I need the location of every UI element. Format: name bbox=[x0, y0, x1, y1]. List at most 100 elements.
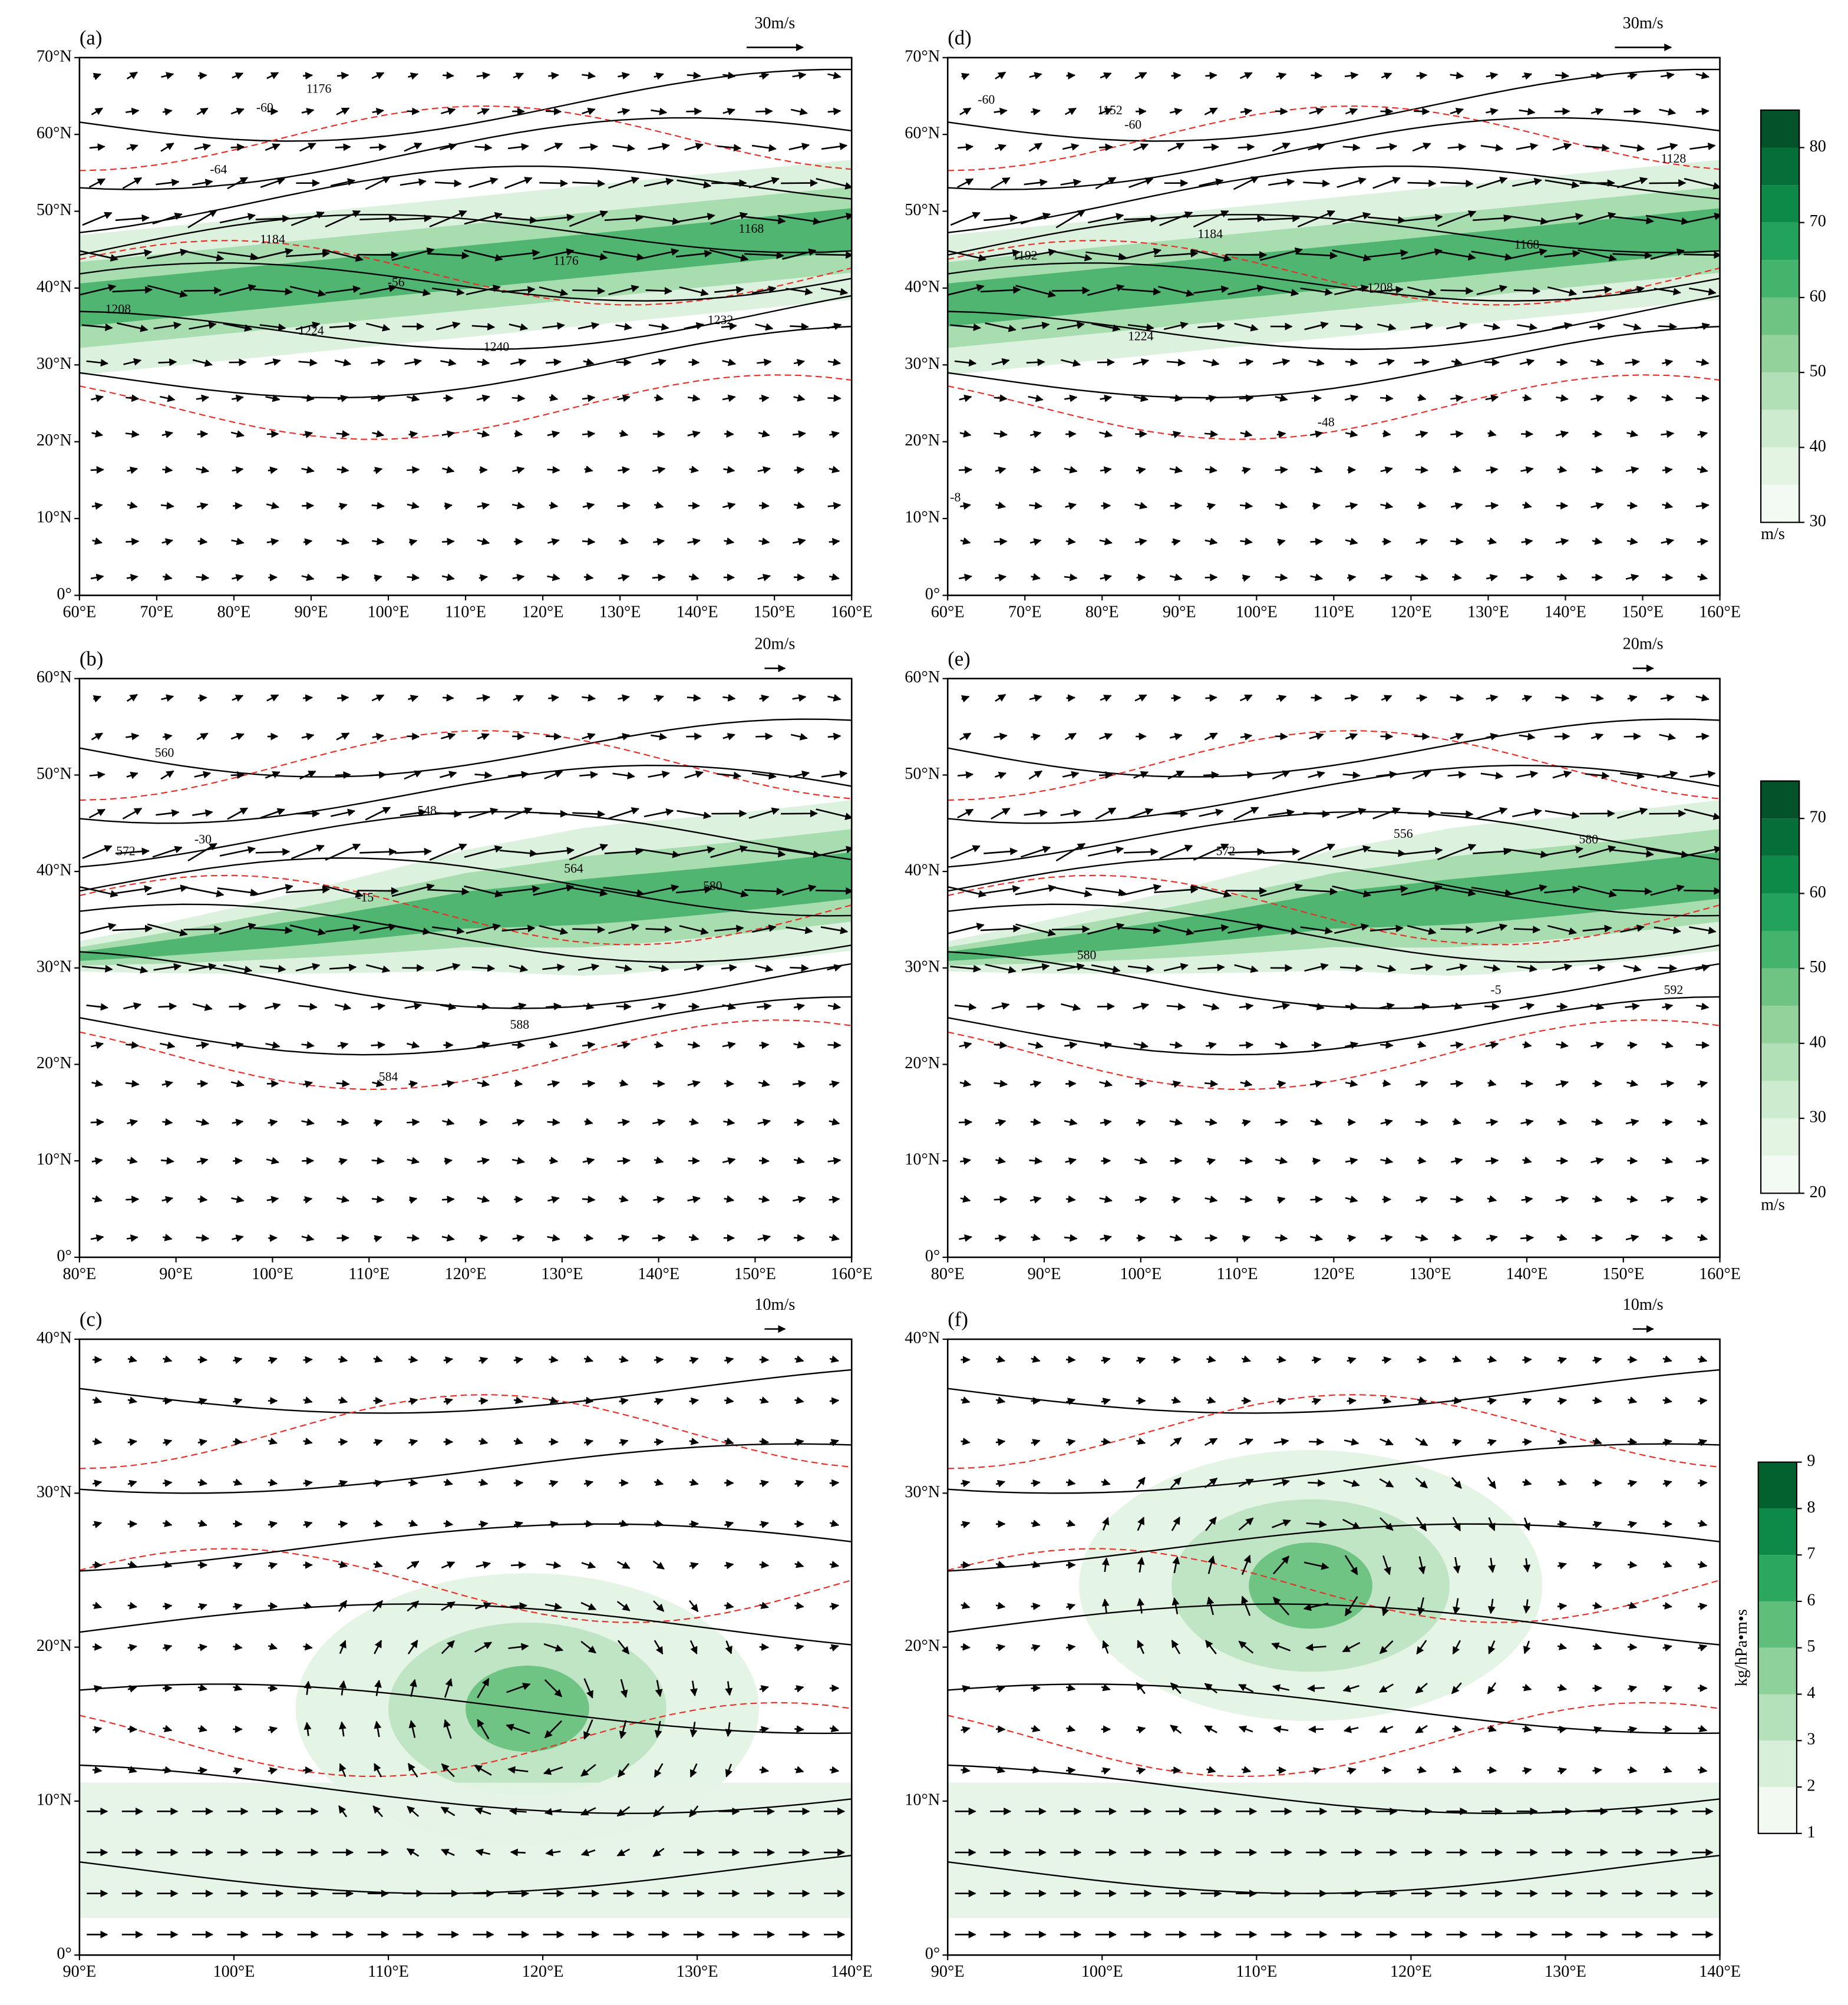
wind-vector bbox=[724, 1396, 734, 1405]
wind-vector bbox=[471, 323, 496, 331]
wind-vector bbox=[617, 732, 631, 741]
wind-vector bbox=[359, 923, 397, 934]
wind-vector bbox=[197, 1438, 208, 1446]
wind-vector bbox=[1450, 1195, 1464, 1204]
contour-label: -60 bbox=[978, 93, 995, 107]
wind-vector bbox=[338, 1479, 348, 1488]
wind-vector bbox=[1310, 1195, 1324, 1204]
wind-vector bbox=[1592, 1766, 1602, 1775]
wind-vector bbox=[547, 1234, 560, 1242]
wind-vector bbox=[162, 1118, 173, 1126]
wind-vector bbox=[266, 538, 279, 546]
wind-vector bbox=[162, 733, 173, 741]
wind-vector bbox=[994, 1195, 1008, 1204]
wind-vector bbox=[181, 886, 225, 898]
wind-vector bbox=[223, 323, 253, 332]
wind-vector bbox=[1311, 71, 1323, 80]
wind-vector bbox=[509, 964, 529, 973]
wind-vector bbox=[546, 107, 562, 115]
wind-vector bbox=[286, 250, 331, 258]
wind-vector bbox=[1275, 573, 1288, 582]
wind-vector bbox=[265, 358, 281, 366]
wind-vector bbox=[572, 287, 606, 295]
wind-vector bbox=[548, 72, 559, 80]
contour-label: -56 bbox=[388, 275, 405, 289]
y-tick-label: 40°N bbox=[37, 1329, 72, 1347]
wind-vector bbox=[1627, 1438, 1638, 1446]
colorbar-bin bbox=[1761, 968, 1800, 1006]
wind-vector bbox=[295, 321, 321, 331]
wind-vector bbox=[477, 733, 490, 741]
wind-vector bbox=[1440, 287, 1474, 295]
wind-vector bbox=[259, 323, 286, 331]
wind-vector bbox=[371, 537, 385, 546]
wind-vector bbox=[268, 1119, 278, 1127]
wind-vector bbox=[265, 394, 280, 402]
wind-vector bbox=[163, 1560, 173, 1568]
wind-vector bbox=[604, 214, 644, 222]
contour-line bbox=[79, 1683, 852, 1735]
wind-vector bbox=[1204, 430, 1219, 438]
wind-vector bbox=[408, 695, 419, 702]
wind-vector bbox=[751, 286, 777, 294]
wind-vector bbox=[722, 733, 735, 741]
colorbar-tick-label: 2 bbox=[1807, 1777, 1815, 1795]
wind-vector bbox=[299, 770, 316, 780]
wind-vector bbox=[156, 179, 180, 187]
wind-vector bbox=[616, 1002, 632, 1010]
wind-vector bbox=[1065, 537, 1076, 546]
wind-vector bbox=[266, 1195, 279, 1204]
wind-vector bbox=[583, 573, 594, 581]
wind-vector bbox=[608, 176, 640, 189]
wind-vector bbox=[268, 1562, 278, 1570]
wind-vector bbox=[1627, 1041, 1638, 1049]
colorbar-tick-label: 50 bbox=[1810, 958, 1826, 976]
colorbar-bin bbox=[1761, 781, 1800, 819]
x-tick-label: 140°E bbox=[831, 1963, 873, 1981]
x-tick-label: 160°E bbox=[831, 1265, 873, 1283]
wind-vector bbox=[755, 107, 773, 115]
panel-label: (c) bbox=[80, 1308, 103, 1331]
wind-vector bbox=[793, 394, 806, 402]
wind-vector bbox=[1204, 573, 1218, 582]
wind-vector bbox=[652, 1234, 666, 1242]
wind-vector bbox=[582, 537, 596, 546]
wind-vector bbox=[1171, 1356, 1182, 1364]
colorbar-bin bbox=[1761, 893, 1800, 932]
y-tick-label: 0° bbox=[925, 1945, 940, 1963]
wind-vector bbox=[617, 108, 631, 115]
y-tick-label: 50°N bbox=[37, 201, 72, 219]
wind-vector bbox=[253, 288, 293, 296]
wind-vector bbox=[198, 71, 207, 80]
wind-vector bbox=[654, 501, 664, 509]
wind-vector bbox=[1031, 1397, 1041, 1405]
wind-vector bbox=[827, 107, 842, 115]
wind-vector bbox=[407, 107, 420, 115]
wind-vector bbox=[464, 212, 503, 225]
reference-vector-label: 20m/s bbox=[1623, 635, 1664, 653]
wind-vector bbox=[514, 1079, 523, 1088]
wind-vector bbox=[1555, 71, 1570, 80]
wind-vector bbox=[476, 1561, 491, 1569]
wind-vector bbox=[81, 323, 113, 331]
x-tick-label: 120°E bbox=[522, 1963, 564, 1981]
wind-vector bbox=[1347, 1397, 1357, 1405]
wind-vector bbox=[513, 1356, 524, 1364]
wind-vector bbox=[187, 209, 217, 229]
wind-vector bbox=[192, 359, 213, 367]
wind-vector bbox=[759, 1479, 769, 1488]
wind-vector bbox=[404, 143, 423, 152]
wind-vector bbox=[786, 926, 813, 934]
wind-vector bbox=[653, 538, 665, 546]
wind-vector bbox=[709, 249, 749, 262]
x-tick-label: 90°E bbox=[62, 1963, 96, 1981]
wind-vector bbox=[147, 884, 189, 896]
wind-vector bbox=[689, 465, 699, 474]
contour-label: -5 bbox=[1491, 983, 1502, 997]
wind-vector bbox=[644, 177, 674, 187]
wind-vector bbox=[549, 1157, 559, 1165]
wind-vector bbox=[407, 1041, 420, 1049]
wind-vector bbox=[583, 1234, 594, 1242]
wind-vector bbox=[371, 1195, 385, 1204]
wind-vector bbox=[259, 964, 286, 973]
